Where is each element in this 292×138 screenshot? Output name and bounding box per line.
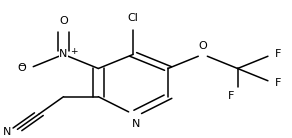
Text: −: −	[18, 62, 26, 71]
Text: N: N	[132, 119, 140, 129]
Text: N: N	[3, 127, 11, 137]
Text: +: +	[70, 47, 77, 55]
Text: O: O	[199, 41, 207, 51]
Text: N: N	[59, 49, 68, 59]
Text: O: O	[17, 63, 26, 74]
Text: F: F	[275, 78, 282, 88]
Text: F: F	[228, 91, 235, 101]
Text: O: O	[59, 16, 68, 26]
Text: F: F	[275, 49, 282, 59]
Text: Cl: Cl	[128, 13, 139, 23]
